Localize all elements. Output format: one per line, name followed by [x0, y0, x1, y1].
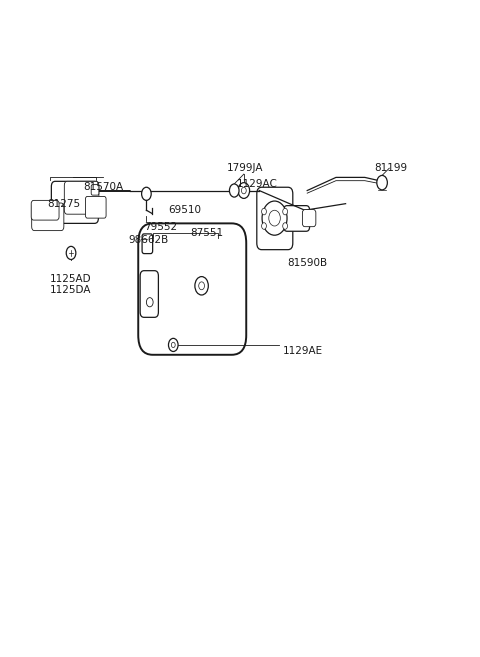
FancyBboxPatch shape [91, 185, 99, 195]
FancyBboxPatch shape [64, 181, 99, 214]
FancyBboxPatch shape [32, 203, 64, 231]
Circle shape [171, 342, 175, 348]
Text: 1129AE: 1129AE [283, 346, 324, 357]
Text: 1799JA: 1799JA [227, 162, 263, 173]
Circle shape [142, 187, 151, 200]
FancyBboxPatch shape [31, 200, 59, 220]
FancyBboxPatch shape [257, 187, 293, 250]
FancyBboxPatch shape [302, 210, 316, 227]
FancyBboxPatch shape [284, 206, 310, 231]
Circle shape [262, 223, 266, 229]
Circle shape [168, 338, 178, 351]
Circle shape [241, 187, 246, 194]
FancyBboxPatch shape [51, 181, 98, 223]
Circle shape [195, 277, 208, 295]
Circle shape [146, 298, 153, 307]
Text: 81275: 81275 [47, 198, 80, 209]
Circle shape [66, 246, 76, 260]
Circle shape [229, 184, 239, 197]
FancyBboxPatch shape [140, 271, 158, 317]
FancyBboxPatch shape [138, 223, 246, 355]
Circle shape [283, 223, 288, 229]
Text: 81570A: 81570A [83, 182, 123, 193]
FancyBboxPatch shape [142, 234, 153, 254]
Text: 1125AD: 1125AD [50, 274, 92, 284]
Circle shape [283, 208, 288, 215]
Text: 1129AC: 1129AC [236, 179, 277, 189]
Circle shape [262, 201, 287, 235]
Text: 81199: 81199 [374, 162, 408, 173]
Circle shape [262, 208, 266, 215]
Text: 98662B: 98662B [129, 235, 169, 245]
Circle shape [377, 175, 387, 190]
FancyBboxPatch shape [85, 196, 106, 218]
Text: 69510: 69510 [168, 205, 201, 215]
Text: 81590B: 81590B [287, 258, 327, 268]
Circle shape [199, 282, 204, 290]
Text: 1125DA: 1125DA [50, 285, 92, 296]
Text: 87551: 87551 [190, 228, 223, 238]
Circle shape [238, 183, 250, 198]
Text: 79552: 79552 [144, 221, 178, 232]
Circle shape [269, 210, 280, 226]
